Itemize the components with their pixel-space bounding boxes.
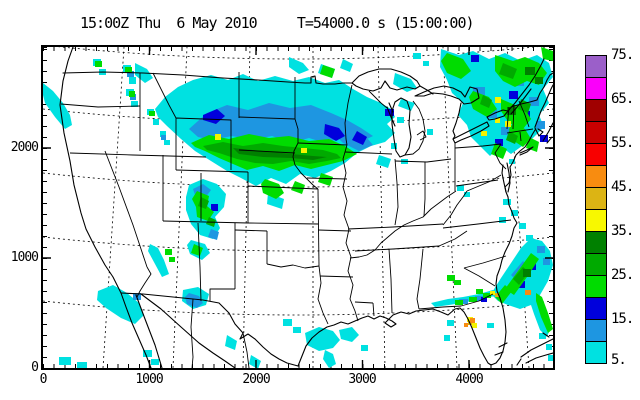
colorbar-label-75: 75. — [611, 47, 634, 63]
x-tick-label-2000: 2000 — [242, 372, 270, 387]
colorbar-label-35: 35. — [611, 223, 634, 239]
colorbar-cell — [585, 253, 607, 276]
x-tick-label-1000: 1000 — [135, 372, 163, 387]
x-tick-label-3000: 3000 — [348, 372, 376, 387]
colorbar-label-5: 5. — [611, 352, 627, 368]
y-tick-label-0: 0 — [31, 360, 39, 375]
colorbar-cell — [585, 77, 607, 100]
colorbar-label-15: 15. — [611, 311, 634, 327]
y-tick-label-1000: 1000 — [10, 250, 39, 265]
map-frame — [41, 45, 555, 370]
colorbar-cell — [585, 121, 607, 144]
coastlines — [59, 47, 553, 368]
colorbar-cell — [585, 231, 607, 254]
colorbar-cell — [585, 341, 607, 364]
colorbar-cell — [585, 99, 607, 122]
x-tick-label-0: 0 — [39, 372, 48, 387]
colorbar-cell — [585, 55, 607, 78]
colorbar-label-45: 45. — [611, 179, 634, 195]
precip-blue — [203, 55, 549, 321]
colorbar — [585, 55, 607, 364]
colorbar-cell — [585, 187, 607, 210]
colorbar-label-65: 65. — [611, 91, 634, 107]
colorbar-cell — [585, 165, 607, 188]
us-precip-map — [43, 47, 553, 368]
plot-title: 15:00Z Thu 6 May 2010 T=54000.0 s (15:00… — [80, 14, 475, 32]
colorbar-cell — [585, 209, 607, 232]
y-tick-label-2000: 2000 — [10, 140, 39, 155]
colorbar-label-55: 55. — [611, 135, 634, 151]
state-borders — [60, 72, 534, 368]
colorbar-cell — [585, 319, 607, 342]
axis-major-ticks — [43, 47, 553, 368]
colorbar-label-25: 25. — [611, 267, 634, 283]
x-tick-label-4000: 4000 — [455, 372, 483, 387]
colorbar-cell — [585, 275, 607, 298]
colorbar-cell — [585, 143, 607, 166]
colorbar-cell — [585, 297, 607, 320]
